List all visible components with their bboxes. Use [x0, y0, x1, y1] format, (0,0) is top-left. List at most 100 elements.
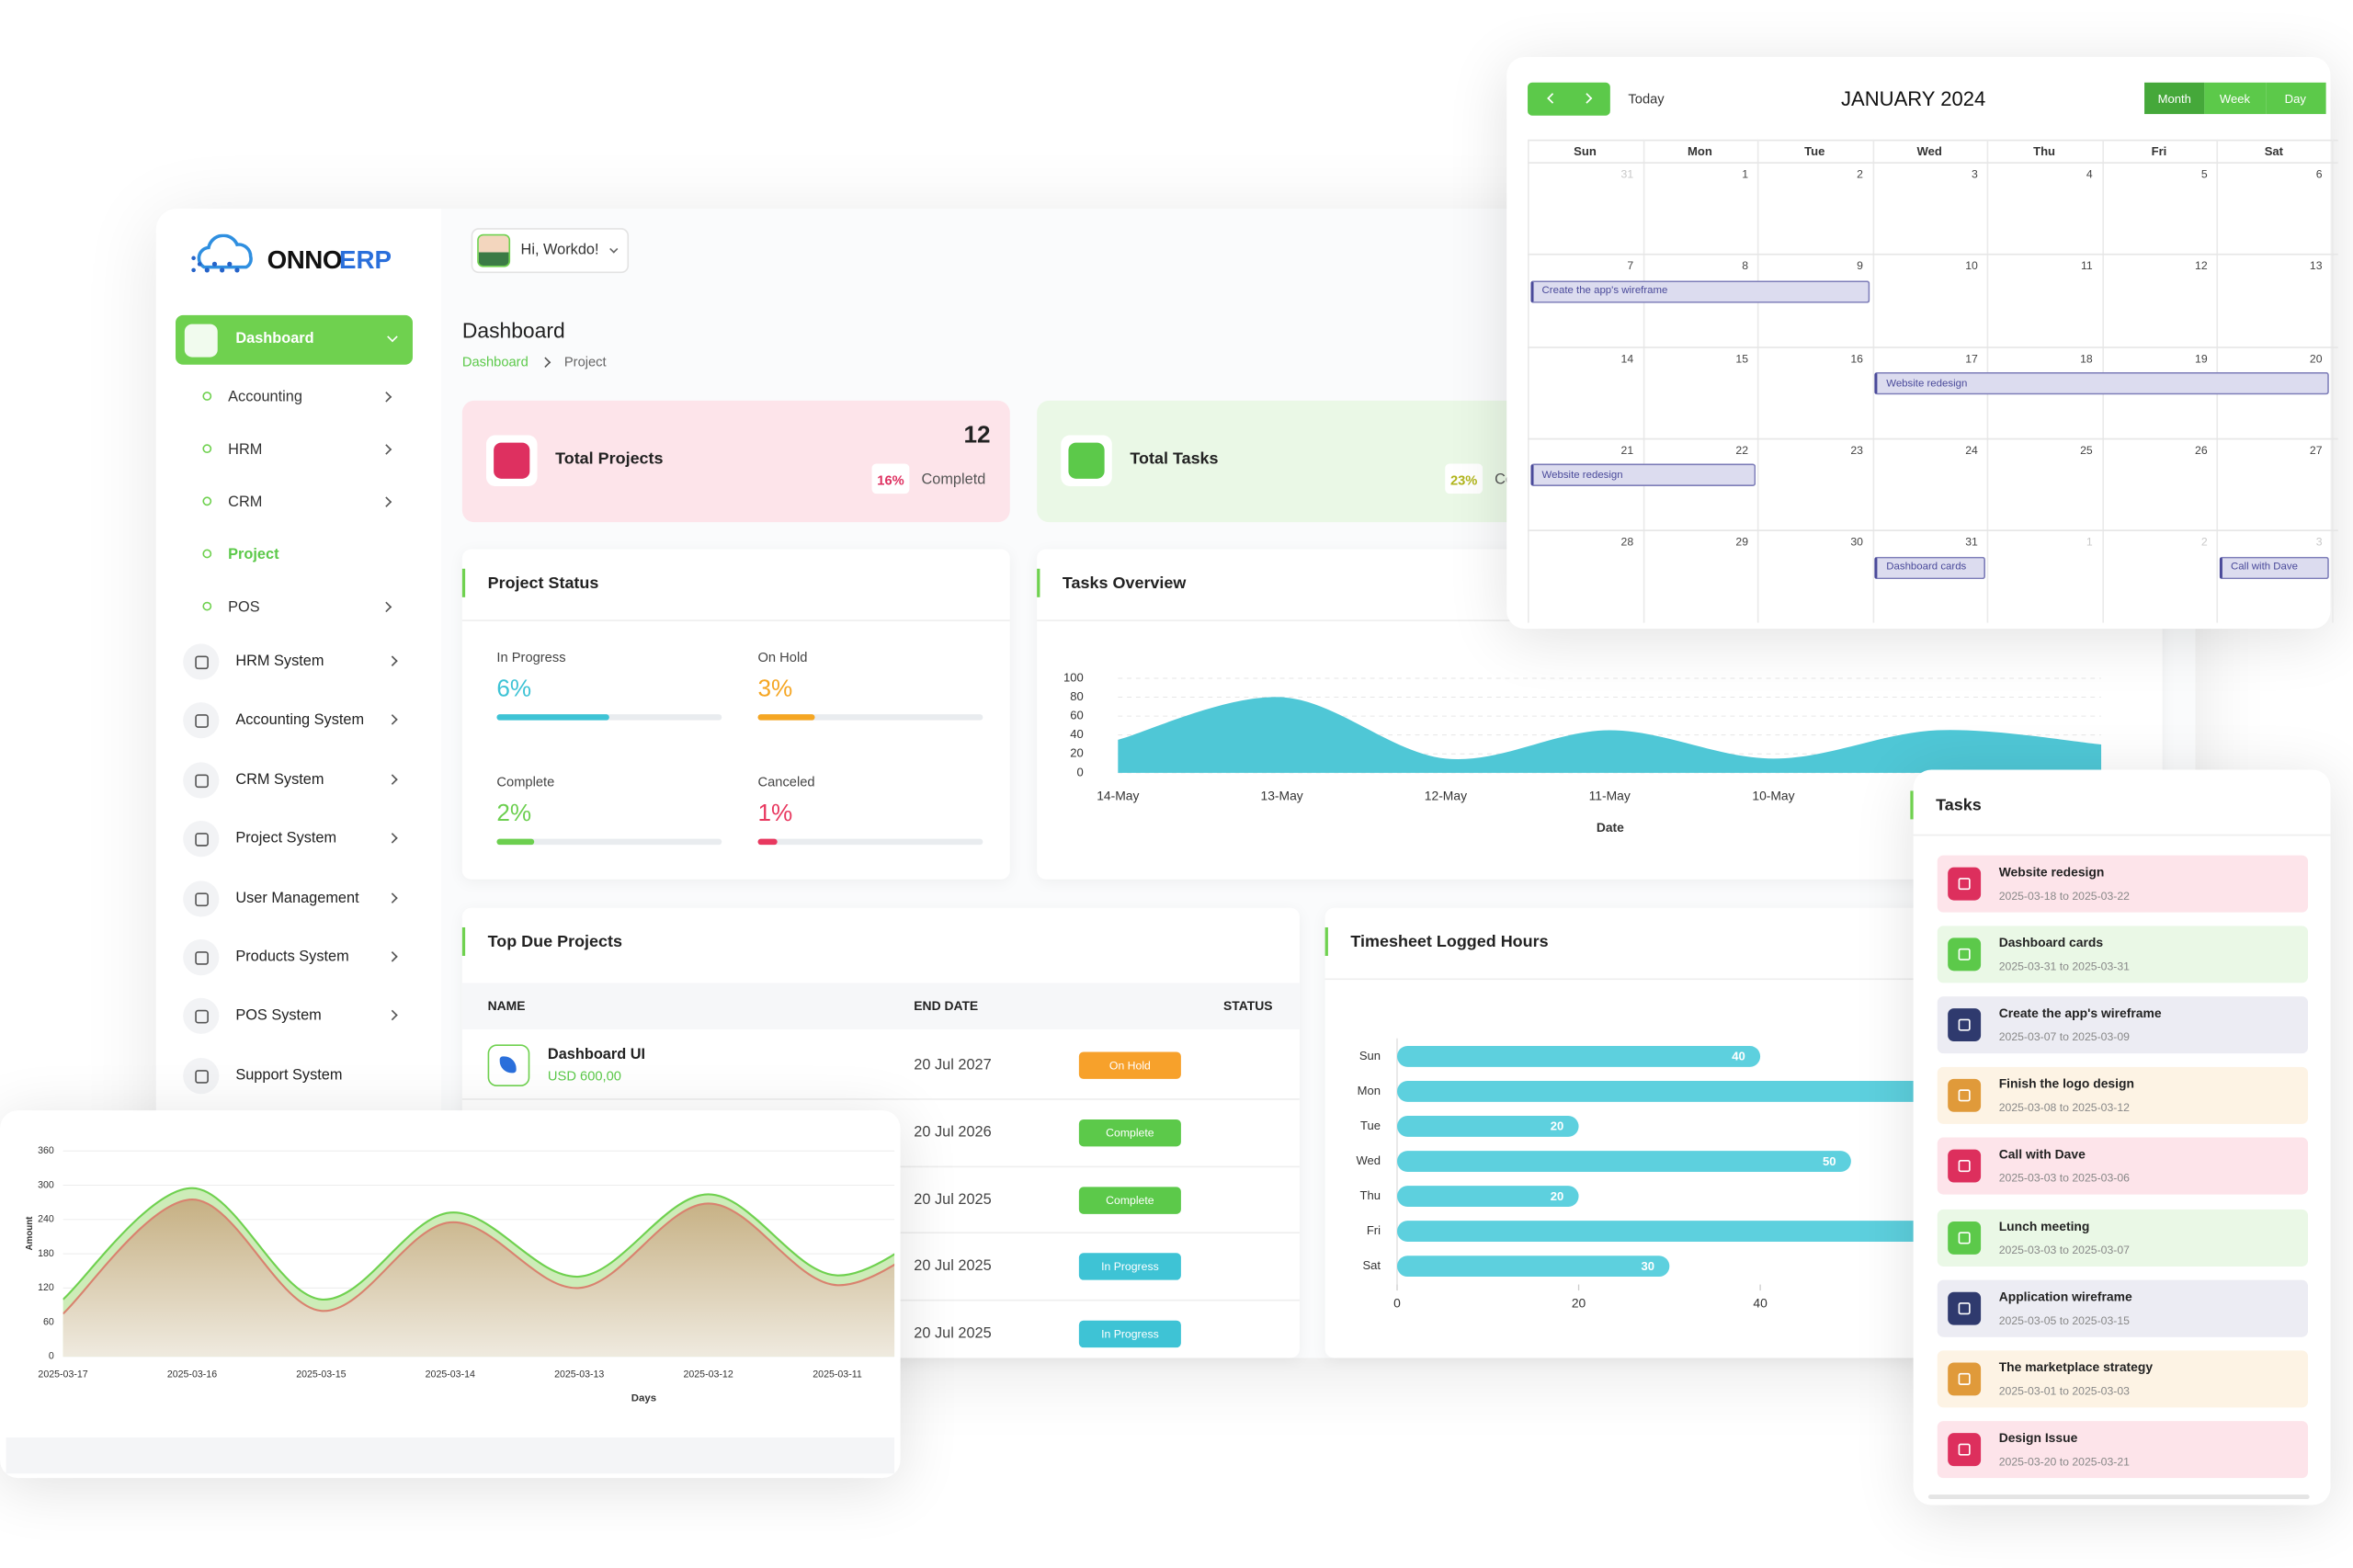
y-tick-label: 300: [38, 1179, 54, 1190]
day-number: 5: [2200, 167, 2208, 181]
card-title: Total Tasks: [1130, 449, 1219, 469]
task-item: [1937, 1209, 2309, 1267]
day-number: 1: [1742, 167, 1749, 181]
bar: [1397, 1186, 1579, 1207]
menu-dot: [202, 601, 212, 611]
task-dates: 2025-03-05 to 2025-03-15: [1998, 1312, 2130, 1327]
day-number: 27: [2309, 443, 2323, 457]
y-tick-label: 0: [1077, 765, 1084, 778]
day-number: 9: [1857, 259, 1863, 273]
y-tick-label: Fri: [1367, 1223, 1381, 1237]
column-header: NAME: [487, 997, 526, 1014]
status-label: On Hold: [757, 649, 808, 665]
day-number: 13: [2309, 259, 2323, 273]
card-icon-inner: [494, 442, 530, 479]
task-title: Application wireframe: [1998, 1288, 2132, 1304]
task-glyph: [1958, 1372, 1971, 1385]
status-value: 1%: [757, 801, 793, 827]
menu-dot: [202, 496, 212, 506]
menu-item: Accounting System: [235, 712, 365, 730]
event-title: Create the app's wireframe: [1541, 286, 1668, 297]
task-item: [1937, 1278, 2309, 1337]
day-number: 8: [1742, 259, 1749, 273]
x-tick-label: 2025-03-11: [813, 1369, 862, 1380]
task-title: Finish the logo design: [1998, 1076, 2134, 1092]
scrollbar: [1927, 1494, 2310, 1500]
task-glyph: [1958, 878, 1971, 891]
x-tick-label: 2025-03-17: [38, 1369, 87, 1380]
x-tick-label: 11-May: [1589, 789, 1631, 803]
panel-title: Timesheet Logged Hours: [1350, 933, 1549, 952]
day-number: 2: [1857, 167, 1863, 181]
weekday: Sun: [1574, 144, 1597, 159]
event-title: Website redesign: [1886, 378, 1968, 390]
day-number: 31: [1620, 167, 1634, 181]
task-item: [1937, 1420, 2309, 1478]
progress-fill: [496, 714, 609, 721]
task-glyph: [1958, 1089, 1971, 1102]
task-title: Create the app's wireframe: [1998, 1006, 2162, 1021]
stat-card: [1037, 400, 1577, 523]
grid-line: [1528, 139, 1529, 622]
y-tick-label: 20: [1070, 746, 1084, 760]
task-glyph: [1958, 1160, 1971, 1173]
card-icon-inner: [1068, 442, 1105, 479]
page-title: Dashboard: [461, 318, 565, 343]
panel-title: Top Due Projects: [487, 933, 622, 952]
day-number: 14: [1620, 351, 1634, 365]
menu-item: HRM System: [235, 653, 324, 670]
task-title: Call with Dave: [1998, 1146, 2086, 1163]
y-tick-label: 240: [38, 1214, 54, 1225]
end-date: 20 Jul 2025: [914, 1325, 992, 1343]
task-dates: 2025-03-03 to 2025-03-07: [1998, 1242, 2130, 1256]
area: [1118, 697, 2102, 773]
task-title: Lunch meeting: [1998, 1217, 2090, 1233]
day-number: 12: [2195, 259, 2208, 273]
view-label: Month: [2157, 91, 2191, 106]
y-tick-label: 60: [1070, 709, 1084, 722]
task-item: [1937, 926, 2309, 983]
status-badge-text: On Hold: [1108, 1058, 1151, 1073]
nav-buttons: [1528, 82, 1610, 116]
task-glyph: [1958, 1231, 1971, 1244]
calendar-event: [1529, 279, 1870, 303]
day-number: 26: [2195, 443, 2208, 457]
day-number: 28: [1620, 535, 1634, 550]
day-number: 3: [2315, 535, 2323, 550]
weekday: Tue: [1804, 144, 1825, 159]
menu-item: Accounting: [228, 389, 302, 406]
bar: [1397, 1116, 1579, 1137]
x-tick-label: 14-May: [1097, 789, 1139, 803]
y-axis-label: Amount: [25, 1216, 35, 1251]
status-badge-text: In Progress: [1101, 1327, 1159, 1342]
y-tick-label: 0: [49, 1351, 54, 1362]
end-date: 20 Jul 2025: [914, 1258, 992, 1276]
task-item: [1937, 996, 2309, 1054]
header-accent: [1324, 926, 1328, 956]
progress-track: [496, 714, 722, 721]
weekday: Sat: [2264, 144, 2284, 159]
brand-suffix: ERP: [338, 245, 392, 275]
view-button: [2204, 82, 2266, 115]
data-label: 30: [1641, 1259, 1654, 1273]
menu-glyph: [195, 1069, 209, 1084]
y-tick-label: Thu: [1360, 1188, 1381, 1202]
menu-icon: [183, 998, 220, 1035]
status-badge-text: Complete: [1106, 1193, 1154, 1207]
header-accent: [1037, 568, 1040, 597]
y-tick-label: 360: [38, 1145, 54, 1156]
header-accent: [461, 926, 466, 956]
view-button: [2144, 82, 2205, 115]
day-number: 23: [1850, 443, 1863, 457]
day-number: 17: [1965, 351, 1978, 365]
grid-line: [1528, 529, 2338, 532]
menu-icon: [183, 643, 220, 680]
menu-item: POS System: [235, 1007, 322, 1025]
grid-line: [1528, 162, 2338, 164]
task-item: [1937, 1349, 2309, 1407]
panel-footer: [6, 1437, 895, 1474]
menu-glyph: [195, 655, 209, 670]
menu-icon: [183, 1057, 220, 1094]
day-number: 6: [2315, 167, 2323, 181]
